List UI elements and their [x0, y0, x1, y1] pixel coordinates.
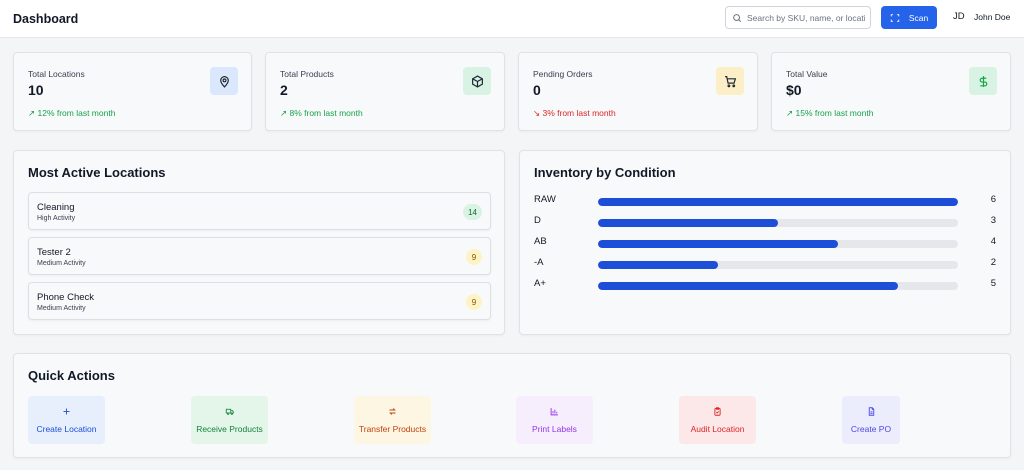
most-active-locations-panel: Most Active Locations Cleaning High Acti…	[13, 150, 505, 335]
stat-card-total-products: Total Products 2 ↗ 8% from last month	[265, 52, 505, 131]
transfer-icon	[388, 407, 397, 416]
stat-card-pending-orders: Pending Orders 0 ↘ 3% from last month	[518, 52, 758, 131]
location-activity: High Activity	[37, 215, 76, 222]
condition-bar-track	[598, 261, 958, 269]
location-item-cleaning[interactable]: Cleaning High Activity 14	[28, 192, 491, 230]
section-title: Quick Actions	[28, 368, 115, 383]
box-icon	[463, 67, 491, 95]
stat-change: ↘ 3% from last month	[533, 108, 616, 118]
quick-action-label: Transfer Products	[358, 423, 427, 434]
activity-count-badge: 9	[466, 249, 482, 265]
condition-bar-track	[598, 282, 958, 290]
condition-row-ab: AB 4	[534, 236, 1004, 250]
map-pin-icon	[210, 67, 238, 95]
bar-chart-icon	[550, 407, 559, 416]
stat-change: ↗ 12% from last month	[28, 108, 116, 118]
location-name: Tester 2	[37, 247, 71, 258]
stat-value: 0	[533, 82, 541, 98]
activity-count-badge: 9	[466, 294, 482, 310]
section-title: Inventory by Condition	[534, 165, 676, 180]
quick-actions-panel: Quick Actions Create Location Receive Pr…	[13, 353, 1011, 458]
location-activity: Medium Activity	[37, 260, 86, 267]
activity-count-badge: 14	[463, 204, 482, 220]
inventory-by-condition-panel: Inventory by Condition RAW 6 D 3 AB 4 -A…	[519, 150, 1011, 335]
create-location-button[interactable]: Create Location	[28, 396, 105, 444]
truck-icon	[225, 407, 235, 416]
user-avatar[interactable]: JD	[953, 11, 965, 22]
scan-button-label: Scan	[908, 12, 929, 23]
user-name[interactable]: John Doe	[974, 12, 1011, 22]
receive-products-button[interactable]: Receive Products	[191, 396, 268, 444]
location-name: Phone Check	[37, 292, 95, 303]
condition-row-minus-a: -A 2	[534, 257, 1004, 271]
condition-bar-track	[598, 219, 958, 227]
condition-count: 4	[990, 236, 996, 247]
stat-value: 2	[280, 82, 288, 98]
condition-count: 5	[990, 278, 996, 289]
condition-bar-fill	[598, 198, 958, 206]
scan-icon	[890, 13, 900, 23]
scan-button[interactable]: Scan	[881, 6, 937, 29]
stat-change: ↗ 8% from last month	[280, 108, 363, 118]
stat-value: $0	[786, 82, 802, 98]
stat-label: Total Products	[280, 69, 334, 79]
search-box[interactable]	[725, 6, 871, 29]
condition-label: A+	[534, 278, 546, 289]
search-input[interactable]	[747, 12, 865, 23]
dollar-icon	[969, 67, 997, 95]
stat-label: Pending Orders	[533, 69, 593, 79]
condition-count: 6	[990, 194, 996, 205]
condition-bar-fill	[598, 240, 838, 248]
create-po-button[interactable]: Create PO	[842, 396, 900, 444]
search-icon	[732, 13, 742, 23]
condition-bar-fill	[598, 261, 718, 269]
quick-action-label: Receive Products	[196, 423, 263, 434]
stat-card-total-value: Total Value $0 ↗ 15% from last month	[771, 52, 1011, 131]
page-title: Dashboard	[13, 11, 79, 26]
condition-label: RAW	[534, 194, 556, 205]
location-item-phone-check[interactable]: Phone Check Medium Activity 9	[28, 282, 491, 320]
condition-bar-track	[598, 198, 958, 206]
section-title: Most Active Locations	[28, 165, 166, 180]
audit-location-button[interactable]: Audit Location	[679, 396, 756, 444]
clipboard-icon	[713, 406, 722, 416]
stat-label: Total Value	[786, 69, 828, 79]
condition-row-raw: RAW 6	[534, 194, 1004, 208]
stat-change: ↗ 15% from last month	[786, 108, 874, 118]
quick-action-label: Print Labels	[532, 423, 577, 434]
file-icon	[867, 406, 876, 416]
quick-action-label: Create Location	[36, 423, 97, 434]
quick-action-label: Audit Location	[690, 423, 745, 434]
quick-action-label: Create PO	[850, 423, 892, 434]
condition-bar-track	[598, 240, 958, 248]
condition-bar-fill	[598, 282, 898, 290]
condition-count: 2	[990, 257, 996, 268]
condition-row-d: D 3	[534, 215, 1004, 229]
condition-row-a-plus: A+ 5	[534, 278, 1004, 292]
plus-icon	[62, 407, 71, 416]
transfer-products-button[interactable]: Transfer Products	[354, 396, 431, 444]
print-labels-button[interactable]: Print Labels	[516, 396, 593, 444]
cart-icon	[716, 67, 744, 95]
condition-label: -A	[534, 257, 544, 268]
top-header: Dashboard Scan JD John Doe	[0, 0, 1024, 38]
stat-value: 10	[28, 82, 44, 98]
stat-label: Total Locations	[28, 69, 85, 79]
condition-label: D	[534, 215, 541, 226]
location-activity: Medium Activity	[37, 305, 86, 312]
condition-label: AB	[534, 236, 547, 247]
condition-count: 3	[990, 215, 996, 226]
condition-bar-fill	[598, 219, 778, 227]
stat-card-total-locations: Total Locations 10 ↗ 12% from last month	[13, 52, 252, 131]
location-item-tester-2[interactable]: Tester 2 Medium Activity 9	[28, 237, 491, 275]
location-name: Cleaning	[37, 202, 75, 213]
